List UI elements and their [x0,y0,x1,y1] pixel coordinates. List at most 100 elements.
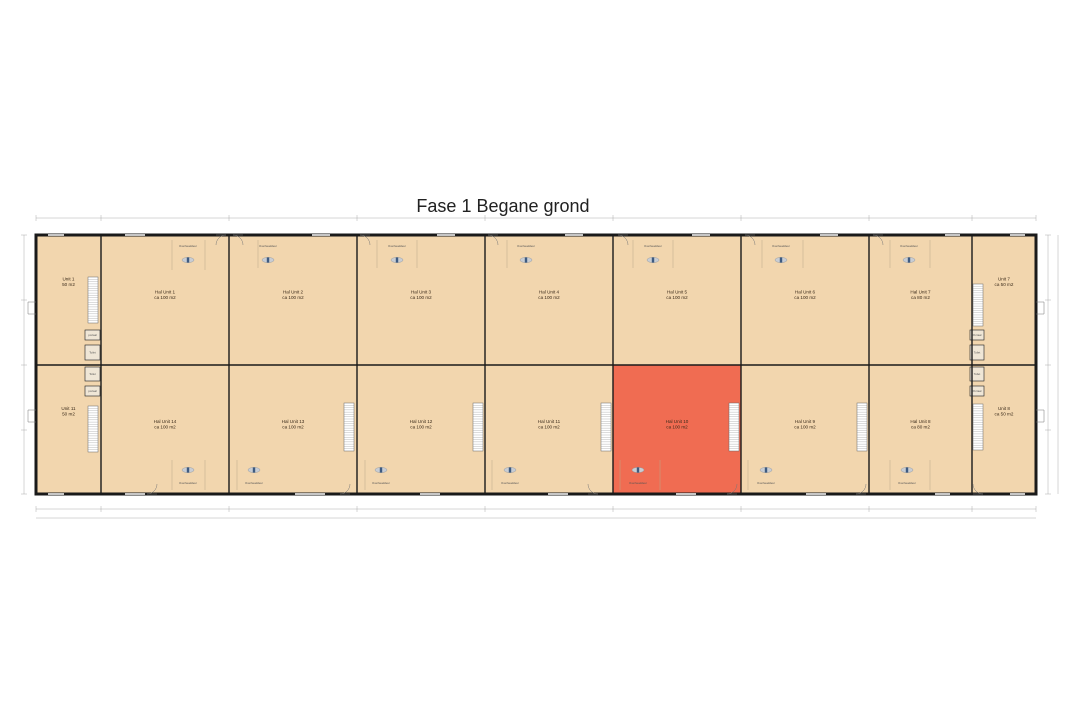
fixture-label: Overheaddeur [517,244,535,248]
room-top-8 [869,235,972,365]
fixtures [87,240,984,490]
door-swing-top [744,234,756,246]
core-right-room [969,366,985,382]
overhead-door-bottom [631,467,645,473]
overhead-door-top [646,257,660,263]
door-swing-bottom [146,483,158,495]
fixture-label: Overheaddeur [644,244,662,248]
room-name: Hal Unit 11 [538,419,561,424]
room-name: Unit 1 [62,277,74,282]
overhead-door-bottom [374,467,388,473]
overhead-door-top [181,257,195,263]
room-area: ca 100 m2 [538,295,560,300]
room-top-6 [613,235,741,365]
stair-outline [343,402,355,452]
room-bottom-5 [485,365,613,494]
overhead-door-motor [764,467,768,473]
room-area: ca 80 m2 [911,425,930,430]
core-right-label: Toilet [974,351,981,355]
overhead-door-bottom [900,467,914,473]
overhead-door-motor [186,467,190,473]
core-left-label: Toilet [89,372,96,376]
stair-right-bottom [972,403,984,451]
overhead-door-motor [651,257,655,263]
fixture-label: Overheaddeur [179,244,197,248]
fixture-label: Overheaddeur [772,244,790,248]
overhead-door-top [261,257,275,263]
overhead-door-bottom [181,467,195,473]
room-name: Unit 11 [61,406,76,411]
side-door-left-bottom [27,409,36,423]
core-right-label: Toilet [974,372,981,376]
room-bottom-6 [613,365,741,494]
door-swing-top [232,234,244,246]
fixture-label: Overheaddeur [245,481,263,485]
overhead-door-motor [266,257,270,263]
overhead-door-top [774,257,788,263]
room-area: ca 50 m2 [995,412,1014,417]
stair-hal10 [728,402,740,452]
room-name: Hal Unit 14 [154,419,177,424]
door-swing-bottom [339,483,351,495]
overhead-door-motor [524,257,528,263]
overhead-door-top [902,257,916,263]
overhead-door-bottom [503,467,517,473]
core-left-room [84,329,101,341]
overhead-door-bottom [759,467,773,473]
room-bottom-3 [229,365,357,494]
overhead-door-motor [395,257,399,263]
room-bottom-7 [741,365,869,494]
room-area: ca 100 m2 [410,295,432,300]
fixture-label: Overheaddeur [900,244,918,248]
stair-hal13 [343,402,355,452]
room-area: ca 100 m2 [538,425,560,430]
fixture-label: Overheaddeur [501,481,519,485]
room-bottom-2 [101,365,229,494]
room-area: ca 100 m2 [154,425,176,430]
room-name: Hal Unit 1 [155,290,176,295]
overhead-door-top [519,257,533,263]
room-area: ca 100 m2 [666,295,688,300]
room-area: ca 50 m2 [995,282,1014,287]
fixture-label: Overheaddeur [898,481,916,485]
side-door-right-top [1036,301,1045,315]
overhead-door-motor [636,467,640,473]
room-area: ca 100 m2 [794,425,816,430]
room-area: ca 100 m2 [666,425,688,430]
fixture-label: Overheaddeur [757,481,775,485]
room-top-2 [101,235,229,365]
side-door-left-top [27,301,36,315]
core-right-room [969,329,985,341]
room-area: 50 m2 [62,412,75,417]
overhead-door-motor [379,467,383,473]
overhead-door-motor [907,257,911,263]
stair-outline [600,402,612,452]
overhead-door-bottom [247,467,261,473]
stair-outline [856,402,868,452]
core-right-room [969,344,985,361]
door-swing-bottom [972,483,984,495]
core-right-room [969,385,985,397]
room-name: Hal Unit 7 [910,290,931,295]
room-name: Hal Unit 5 [667,290,688,295]
fixture-label: Overheaddeur [179,481,197,485]
room-area: ca 100 m2 [154,295,176,300]
core-left-room [84,366,101,382]
room-name: Hal Unit 9 [795,419,816,424]
door-swing-top [359,234,371,246]
room-name: Unit 7 [998,277,1010,282]
fixture-label: Overheaddeur [629,481,647,485]
stair-outline [472,402,484,452]
dimension-lines [21,215,1059,519]
side-door-right-bottom [1036,409,1045,423]
stair-left-top [87,276,99,324]
door-swing-bottom [855,483,867,495]
room-area: ca 100 m2 [794,295,816,300]
stair-hal9 [856,402,868,452]
fixture-label: Overheaddeur [388,244,406,248]
room-name: Hal Unit 6 [795,290,816,295]
core-right-label: Portaal [973,333,982,337]
stair-right-top [972,283,984,327]
core-left-room [84,385,101,397]
